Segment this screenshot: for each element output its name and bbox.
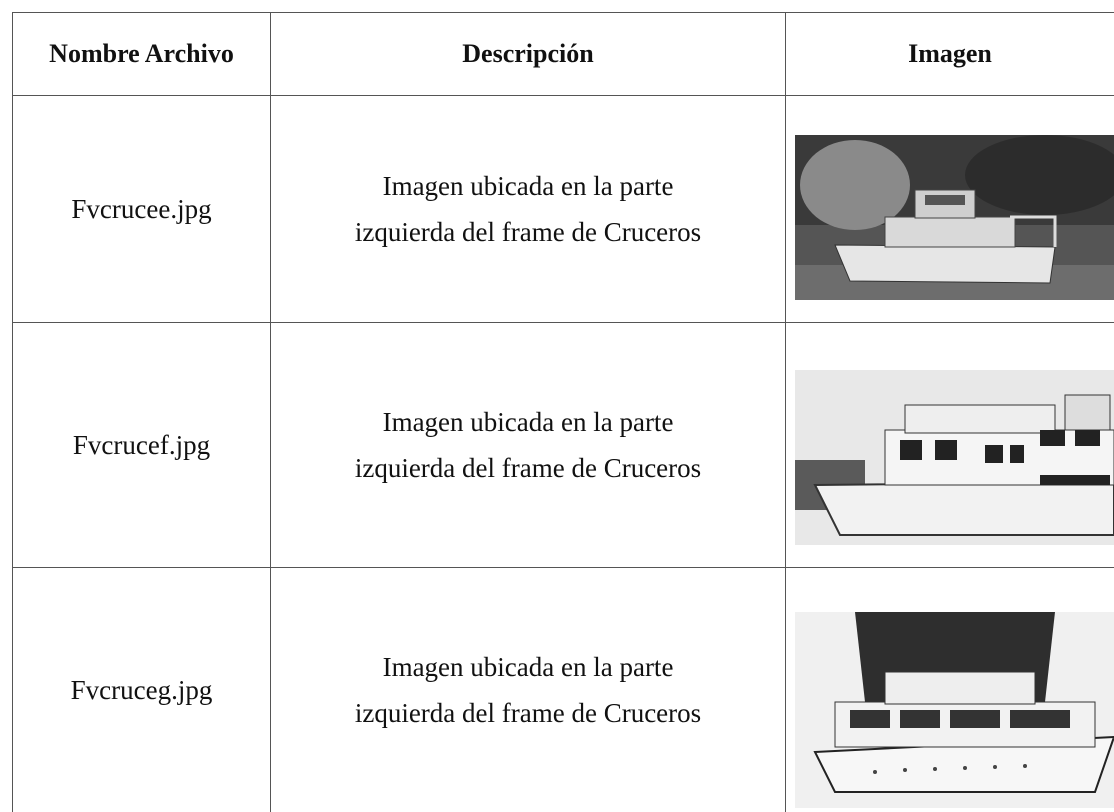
file-name: Fvcruceg.jpg [70, 675, 213, 705]
boat-image [795, 370, 1114, 545]
file-cell: Fvcruceg.jpg [12, 567, 270, 812]
description-line: izquierda del frame de Cruceros [354, 453, 702, 483]
file-name: Fvcrucee.jpg [71, 194, 212, 224]
image-cell [785, 95, 1114, 322]
header-text: Imagen [908, 39, 992, 68]
description-line: izquierda del frame de Cruceros [354, 217, 702, 247]
file-cell: Fvcrucef.jpg [12, 322, 270, 567]
boat-image [795, 612, 1114, 808]
file-name: Fvcrucef.jpg [72, 430, 211, 460]
file-cell: Fvcrucee.jpg [12, 95, 270, 322]
boat-image [795, 135, 1114, 300]
description-line: Imagen ubicada en la parte [382, 407, 674, 437]
image-cell [785, 567, 1114, 812]
description-line: Imagen ubicada en la parte [382, 652, 674, 682]
header-text: Descripción [462, 39, 594, 68]
description-cell: Imagen ubicada en la parte izquierda del … [270, 567, 785, 812]
image-cell [785, 322, 1114, 567]
description-cell: Imagen ubicada en la parte izquierda del … [270, 95, 785, 322]
header-cell: Nombre Archivo [12, 12, 270, 95]
header-cell: Imagen [785, 12, 1114, 95]
description-line: Imagen ubicada en la parte [382, 171, 674, 201]
description-line: izquierda del frame de Cruceros [354, 698, 702, 728]
description-cell: Imagen ubicada en la parte izquierda del … [270, 322, 785, 567]
header-cell: Descripción [270, 12, 785, 95]
header-text: Nombre Archivo [49, 39, 234, 68]
